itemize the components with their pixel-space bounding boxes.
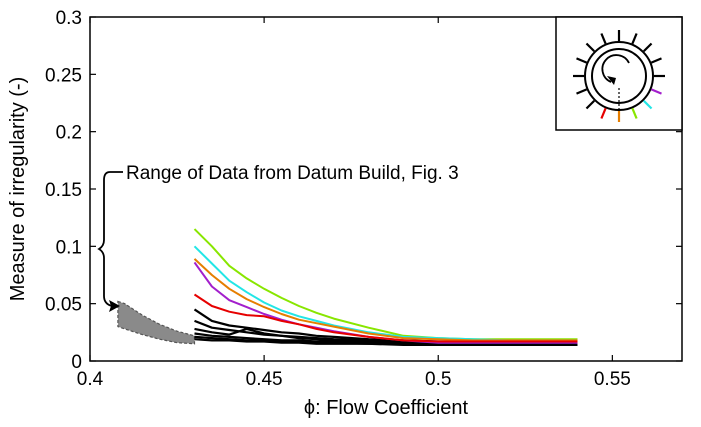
series-line-2 <box>193 258 578 342</box>
hub-circle <box>591 48 647 104</box>
y-tick-label: 0.05 <box>45 295 82 316</box>
probe-spoke <box>650 57 662 64</box>
y-tick-label: 0.2 <box>56 123 82 144</box>
series-line-10 <box>194 338 578 346</box>
probe-spoke <box>576 57 588 64</box>
probe-spoke <box>631 33 638 45</box>
series-line-3 <box>193 261 578 344</box>
y-axis-label: Measure of irregularity (-) <box>7 77 29 302</box>
probe-spoke <box>642 42 653 53</box>
probe-spoke <box>650 88 662 95</box>
rotor-probe-layout-icon <box>573 30 665 122</box>
rotation-arrow <box>601 54 630 83</box>
series-line-0 <box>193 228 578 341</box>
inset-panel <box>555 16 683 131</box>
datum-band-layer <box>117 300 196 345</box>
datum-build-band <box>117 300 196 345</box>
x-tick-label: 0.45 <box>246 369 283 390</box>
y-tick-label: 0 <box>71 352 82 373</box>
probe-spoke <box>585 42 596 53</box>
annotation-text: Range of Data from Datum Build, Fig. 3 <box>126 163 459 184</box>
probe-spoke <box>600 33 607 45</box>
annotation-arrowhead <box>109 300 120 312</box>
y-tick-label: 0.15 <box>45 180 82 201</box>
probe-spoke <box>585 99 596 110</box>
probe-spoke <box>576 88 588 95</box>
rotation-arrowhead <box>607 76 616 85</box>
series-line-1 <box>193 245 578 342</box>
x-tick-label: 0.55 <box>594 369 631 390</box>
y-tick-label: 0.1 <box>56 237 82 258</box>
x-tick-label: 0.4 <box>77 369 104 390</box>
y-tick-label: 0.25 <box>45 65 82 86</box>
x-tick-label: 0.5 <box>425 369 451 390</box>
probe-spoke <box>631 107 638 119</box>
y-tick-label: 0.3 <box>56 8 82 29</box>
series-line-4 <box>193 293 578 343</box>
annotation: Range of Data from Datum Build, Fig. 3 <box>97 163 459 312</box>
annotation-brace <box>97 171 123 307</box>
probe-spoke <box>642 99 653 110</box>
series-layer <box>193 228 578 346</box>
x-axis-label: ϕ: Flow Coefficient <box>304 397 469 419</box>
probe-spoke <box>600 107 607 119</box>
ticks-layer: 0.4 0.45 0.5 0.55 0 0.05 0.1 0.15 0.2 0.25 0.3 <box>45 8 682 390</box>
